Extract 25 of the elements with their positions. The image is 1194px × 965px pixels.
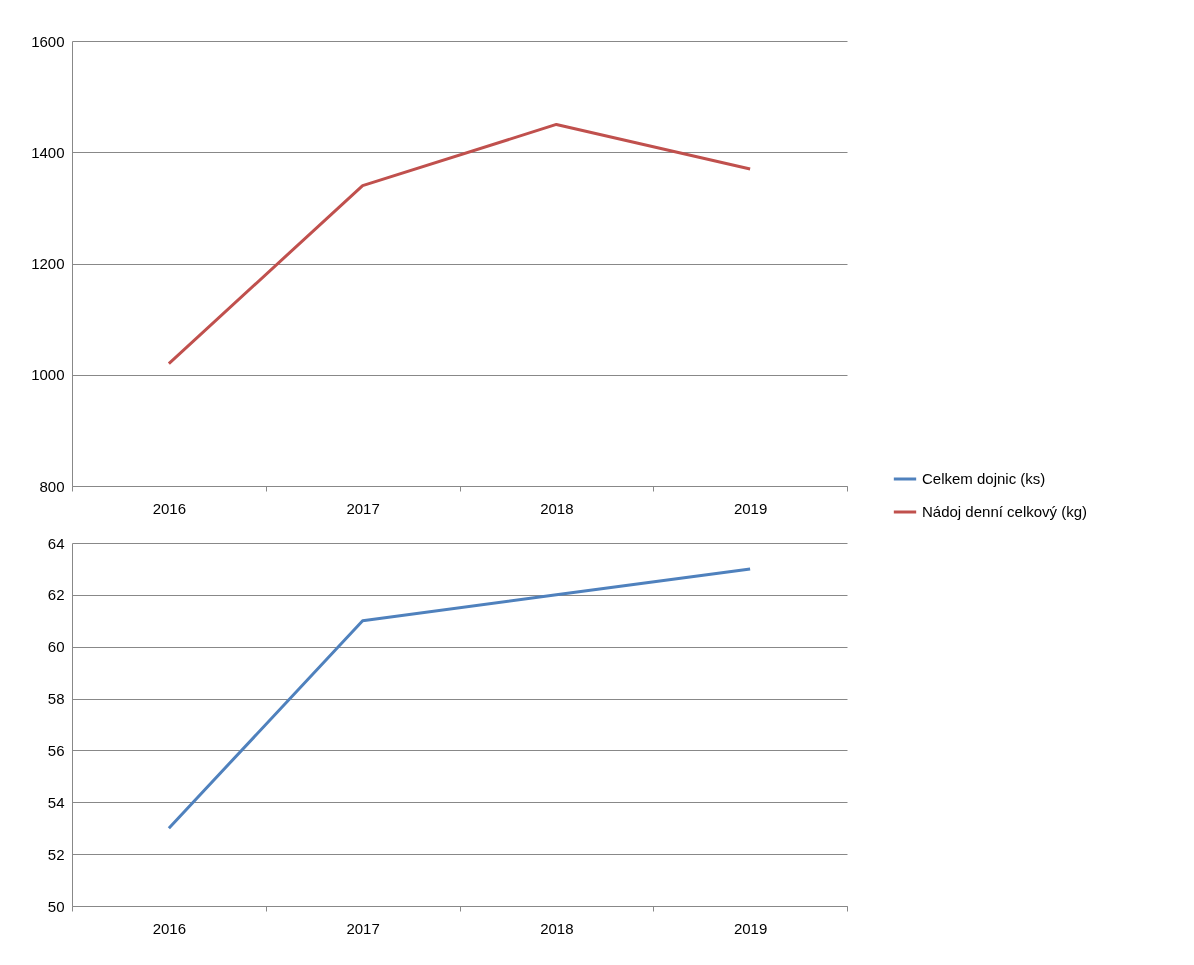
y-tick-label: 60 (47, 638, 65, 656)
y-tick-label: 62 (47, 586, 65, 604)
legend-label: Celkem dojnic (ks) (922, 470, 1046, 487)
y-tick-label: 64 (47, 534, 65, 552)
y-tick-label: 58 (47, 690, 65, 708)
y-tick-label: 800 (39, 477, 65, 495)
x-tick-label: 2019 (733, 499, 768, 517)
legend-label: Nádoj denní celkový (kg) (922, 503, 1088, 520)
y-tick-label: 1000 (31, 366, 65, 384)
y-tick-label: 1600 (31, 32, 65, 50)
line-series (167, 567, 752, 830)
line-series (167, 122, 752, 366)
y-tick-label: 50 (47, 897, 65, 915)
x-tick-label: 2019 (733, 919, 768, 937)
x-tick-label: 2017 (346, 499, 380, 517)
y-tick-label: 1200 (31, 255, 65, 272)
y-tick-label: 54 (47, 793, 65, 811)
x-tick-label: 2017 (346, 919, 380, 937)
x-tick-label: 2016 (152, 499, 187, 517)
y-tick-label: 52 (47, 845, 65, 863)
x-tick-label: 2018 (540, 499, 574, 517)
x-tick-label: 2016 (152, 919, 187, 937)
y-tick-label: 1400 (31, 143, 65, 161)
y-tick-label: 56 (47, 741, 65, 759)
x-tick-label: 2018 (540, 919, 574, 937)
